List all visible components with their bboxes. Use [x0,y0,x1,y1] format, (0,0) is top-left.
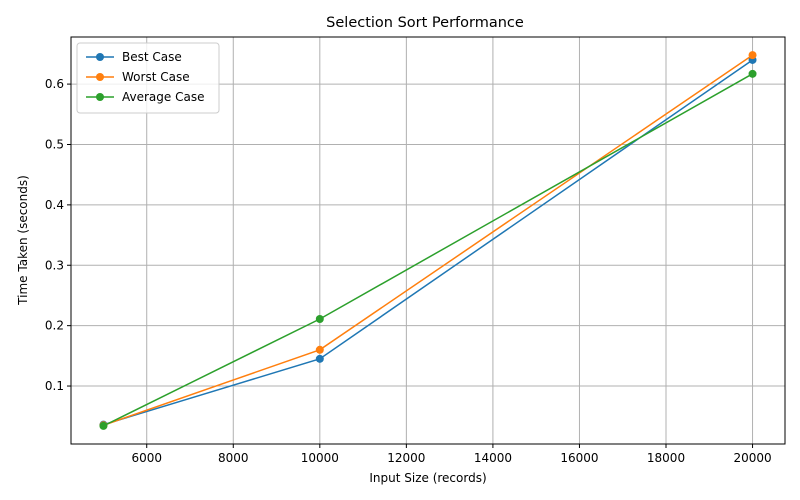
x-axis-ticks: 6000 8000 10000 12000 14000 16000 18000 20000 [131,444,772,465]
legend-box [76,42,220,114]
grid [71,37,785,444]
y-tick-label: 0.6 [45,77,64,91]
legend: Best Case Worst Case Average Case [76,42,220,114]
data-point-worst-case [315,345,324,354]
x-tick-label: 6000 [131,451,162,465]
y-tick-label: 0.2 [45,319,64,333]
x-tick-label: 12000 [387,451,425,465]
y-tick-label: 0.1 [45,379,64,393]
x-tick-label: 16000 [560,451,598,465]
y-tick-label: 0.3 [45,258,64,272]
series-line-best-case [103,59,753,426]
legend-marker-best-case [96,53,104,61]
legend-label-average-case: Average Case [122,90,204,104]
chart-title: Selection Sort Performance [326,15,524,31]
plot-frame [70,36,786,445]
data-point-average-case [748,69,757,78]
y-axis-label: Time Taken (seconds) [16,175,30,306]
series-average-case [99,69,757,430]
y-axis-ticks: 0.1 0.2 0.3 0.4 0.5 0.6 [45,77,71,393]
data-point-average-case [99,421,108,430]
y-tick-label: 0.5 [45,137,64,151]
legend-marker-average-case [96,93,104,101]
x-tick-label: 14000 [474,451,512,465]
legend-label-worst-case: Worst Case [122,70,190,84]
legend-marker-worst-case [96,73,104,81]
x-tick-label: 20000 [733,451,771,465]
series-layer [99,51,757,430]
y-tick-label: 0.4 [45,198,64,212]
x-tick-label: 18000 [647,451,685,465]
x-axis-label: Input Size (records) [369,471,486,485]
data-point-best-case [315,354,324,363]
data-point-worst-case [748,51,757,60]
legend-label-best-case: Best Case [122,50,182,64]
data-point-average-case [315,315,324,324]
x-tick-label: 10000 [301,451,339,465]
x-tick-label: 8000 [218,451,249,465]
